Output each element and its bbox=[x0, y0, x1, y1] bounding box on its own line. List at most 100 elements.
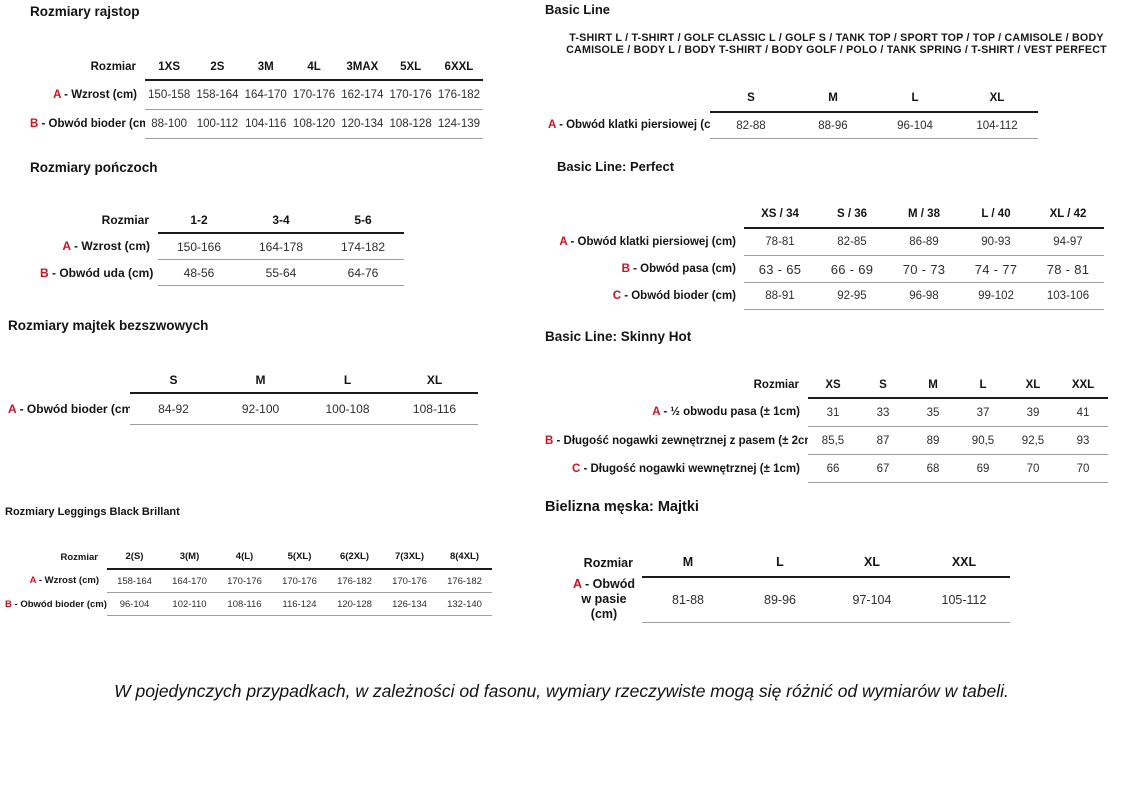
row-letter: A bbox=[572, 577, 582, 591]
row-letter: A bbox=[548, 119, 556, 132]
table-row: A - Wzrost (cm) 158-164 164-170 170-176 170-… bbox=[5, 569, 492, 593]
basic-line-title: Basic Line bbox=[545, 2, 611, 17]
size-value: 55-64 bbox=[240, 259, 322, 286]
size-value: 158-164 bbox=[193, 80, 242, 110]
row-letter: A bbox=[53, 88, 61, 101]
skinny-hot-size-table: Rozmiar XS S M L XL XXL A - ½ obwodu pasa (± 1c… bbox=[545, 372, 1108, 483]
column-header: M bbox=[642, 548, 734, 578]
column-header: 5(XL) bbox=[272, 545, 327, 570]
row-letter: B bbox=[5, 598, 12, 610]
table-row: A - Wzrost (cm) 150-166 164-178 174-182 bbox=[40, 233, 404, 260]
size-value: 78-81 bbox=[744, 228, 816, 256]
column-header: L bbox=[874, 84, 956, 113]
basic-line-product-list-line1: T-SHIRT L / T-SHIRT / GOLF CLASSIC L / G… bbox=[569, 32, 1104, 44]
skinny-hot-title: Basic Line: Skinny Hot bbox=[545, 329, 692, 344]
row-letter: B bbox=[30, 118, 39, 130]
size-value: 99-102 bbox=[960, 282, 1032, 310]
corner-label bbox=[548, 84, 710, 112]
leggings-size-table: Rozmiar 2(S) 3(M) 4(L) 5(XL) 6(2XL) 7(3XL) 8(4X… bbox=[5, 545, 492, 616]
size-value: 37 bbox=[958, 398, 1008, 427]
column-header: 4(L) bbox=[217, 545, 272, 570]
row-label: B - Obwód bioder (cm) bbox=[5, 598, 107, 610]
column-header: XL / 42 bbox=[1032, 200, 1104, 229]
column-header: M bbox=[908, 372, 958, 399]
majtki-bezszwowe-title: Rozmiary majtek bezszwowych bbox=[8, 318, 209, 333]
column-header: XL bbox=[826, 548, 918, 578]
row-label: A - Obwód w pasie (cm) bbox=[572, 577, 636, 621]
row-label: B - Obwód bioder (cm) bbox=[30, 118, 145, 130]
row-letter: C bbox=[571, 462, 581, 475]
row-label: A - Obwód klatki piersiowej (cm) bbox=[559, 235, 736, 248]
size-value: 100-112 bbox=[193, 109, 242, 139]
size-value: 116-124 bbox=[272, 592, 327, 616]
size-value: 104-116 bbox=[241, 109, 290, 139]
size-value: 108-120 bbox=[289, 109, 339, 139]
size-value: 74 - 77 bbox=[960, 255, 1032, 283]
size-value: 176-182 bbox=[437, 569, 492, 593]
size-value: 39 bbox=[1008, 398, 1058, 427]
size-value: 92-95 bbox=[816, 282, 888, 310]
size-value: 48-56 bbox=[158, 259, 240, 286]
size-value: 100-108 bbox=[304, 393, 391, 425]
row-letter: B bbox=[545, 434, 554, 447]
size-value: 108-116 bbox=[391, 393, 478, 425]
size-value: 126-134 bbox=[382, 592, 437, 616]
size-value: 132-140 bbox=[437, 592, 492, 616]
size-value: 35 bbox=[908, 398, 958, 427]
column-header: 1-2 bbox=[158, 207, 240, 234]
size-value: 68 bbox=[908, 454, 958, 483]
size-value: 108-116 bbox=[217, 592, 272, 616]
size-value: 170-176 bbox=[386, 80, 435, 110]
size-value: 90-93 bbox=[960, 228, 1032, 256]
column-header: 3MAX bbox=[338, 54, 387, 81]
row-label: C - Obwód bioder (cm) bbox=[612, 290, 736, 302]
size-value: 31 bbox=[808, 398, 858, 427]
size-value: 103-106 bbox=[1032, 282, 1104, 310]
size-value: 70 bbox=[1008, 454, 1058, 483]
column-header: L / 40 bbox=[960, 200, 1032, 229]
size-value: 164-178 bbox=[240, 233, 322, 260]
size-value: 96-104 bbox=[107, 592, 162, 616]
row-letter: C bbox=[612, 290, 621, 302]
rajstopy-title: Rozmiary rajstop bbox=[30, 4, 140, 19]
row-letter: A bbox=[559, 235, 568, 248]
row-label: A - Wzrost (cm) bbox=[53, 88, 137, 101]
column-header: 6XXL bbox=[434, 54, 484, 81]
column-header: 3-4 bbox=[240, 207, 322, 234]
column-header: XL bbox=[956, 84, 1038, 113]
column-header: S / 36 bbox=[816, 200, 888, 229]
size-value: 87 bbox=[858, 426, 908, 455]
column-header: L bbox=[958, 372, 1008, 399]
row-label: A - Wzrost (cm) bbox=[29, 575, 99, 587]
column-header: 2(S) bbox=[107, 545, 162, 570]
size-value: 102-110 bbox=[162, 592, 217, 616]
ponczochy-title: Rozmiary pończoch bbox=[30, 160, 158, 175]
column-header: 1XS bbox=[145, 54, 194, 81]
column-header: 2S bbox=[193, 54, 242, 81]
column-header: 3(M) bbox=[162, 545, 217, 570]
majtki-bezszwowe-size-table: S M L XL A - Obwód bioder (cm) 84-92 92-100 100… bbox=[8, 367, 478, 425]
ponczochy-size-table: Rozmiar 1-2 3-4 5-6 A - Wzrost (cm) 150-166 16… bbox=[40, 207, 404, 286]
column-header: M bbox=[217, 367, 304, 394]
table-row: B - Obwód uda (cm) 48-56 55-64 64-76 bbox=[40, 259, 404, 286]
size-value: 170-176 bbox=[217, 569, 272, 593]
size-value: 105-112 bbox=[918, 577, 1010, 623]
size-value: 88-91 bbox=[744, 282, 816, 310]
size-value: 70 bbox=[1058, 454, 1108, 483]
row-label: B - Obwód uda (cm) bbox=[40, 265, 154, 280]
row-letter: A bbox=[652, 406, 661, 419]
column-header: S bbox=[710, 84, 792, 113]
table-row: C - Obwód bioder (cm) 88-91 92-95 96-98 99-1… bbox=[557, 282, 1104, 310]
size-value: 86-89 bbox=[888, 228, 960, 256]
column-header: 6(2XL) bbox=[327, 545, 382, 570]
size-value: 82-85 bbox=[816, 228, 888, 256]
column-header: 3M bbox=[241, 54, 290, 81]
size-value: 174-182 bbox=[322, 233, 404, 260]
row-label: B - Długość nogawki zewnętrznej z pasem … bbox=[545, 434, 808, 447]
column-header: M / 38 bbox=[888, 200, 960, 229]
size-value: 85,5 bbox=[808, 426, 858, 455]
size-value: 89 bbox=[908, 426, 958, 455]
footer-note: W pojedynczych przypadkach, w zależności… bbox=[114, 681, 1009, 701]
table-row: B - Długość nogawki zewnętrznej z pasem … bbox=[545, 426, 1108, 455]
leggings-title: Rozmiary Leggings Black Brillant bbox=[5, 506, 180, 518]
